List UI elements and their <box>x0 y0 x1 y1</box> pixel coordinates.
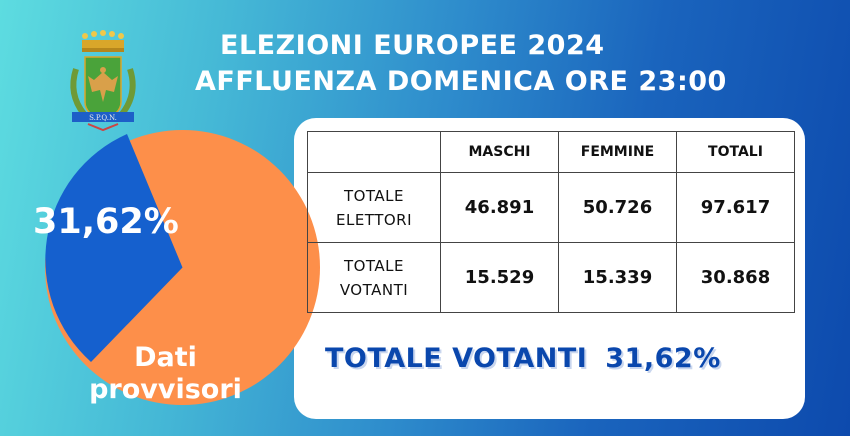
provisional-line-2: provvisori <box>89 374 242 405</box>
elettori-totali: 97.617 <box>676 172 795 243</box>
votanti-femmine: 15.339 <box>558 242 677 313</box>
row-label-line-2: VOTANTI <box>339 280 409 299</box>
summary-value: 31,62% <box>605 343 721 374</box>
pie-percent-label: 31,62% <box>33 202 179 242</box>
row-label-line-1: TOTALE <box>343 186 405 205</box>
row-label-line-2: ELETTORI <box>335 210 413 229</box>
elettori-maschi: 46.891 <box>440 172 559 243</box>
votanti-totali: 30.868 <box>676 242 795 313</box>
title-line-1: ELEZIONI EUROPEE 2024 <box>220 30 605 61</box>
crest-motto: S.P.Q.N. <box>89 114 117 122</box>
provisional-data-note: Dati provvisori <box>78 342 253 406</box>
row-label-line-1: TOTALE <box>343 256 405 275</box>
pie-slice-votanti <box>45 134 183 362</box>
summary-label: TOTALE VOTANTI <box>325 343 588 374</box>
table-row: TOTALE VOTANTI 15.529 15.339 30.868 <box>307 242 795 313</box>
votanti-maschi: 15.529 <box>440 242 559 313</box>
header-empty-cell <box>307 131 441 173</box>
results-table: MASCHI FEMMINE TOTALI TOTALE ELETTORI 46… <box>307 131 795 313</box>
table-row: TOTALE ELETTORI 46.891 50.726 97.617 <box>307 172 795 243</box>
coat-of-arms: S.P.Q.N. <box>58 24 148 134</box>
header-femmine: FEMMINE <box>558 131 677 173</box>
header-maschi: MASCHI <box>440 131 559 173</box>
table-header-row: MASCHI FEMMINE TOTALI <box>307 131 795 173</box>
row-label-elettori: TOTALE ELETTORI <box>307 172 441 243</box>
turnout-pie-chart <box>45 130 320 405</box>
coat-of-arms-icon: S.P.Q.N. <box>70 30 136 132</box>
provisional-line-1: Dati <box>134 342 197 373</box>
row-label-votanti: TOTALE VOTANTI <box>307 242 441 313</box>
title-line-2: AFFLUENZA DOMENICA ORE 23:00 <box>195 66 727 97</box>
total-turnout-summary: TOTALE VOTANTI 31,62% <box>325 343 721 374</box>
elettori-femmine: 50.726 <box>558 172 677 243</box>
header-totali: TOTALI <box>676 131 795 173</box>
